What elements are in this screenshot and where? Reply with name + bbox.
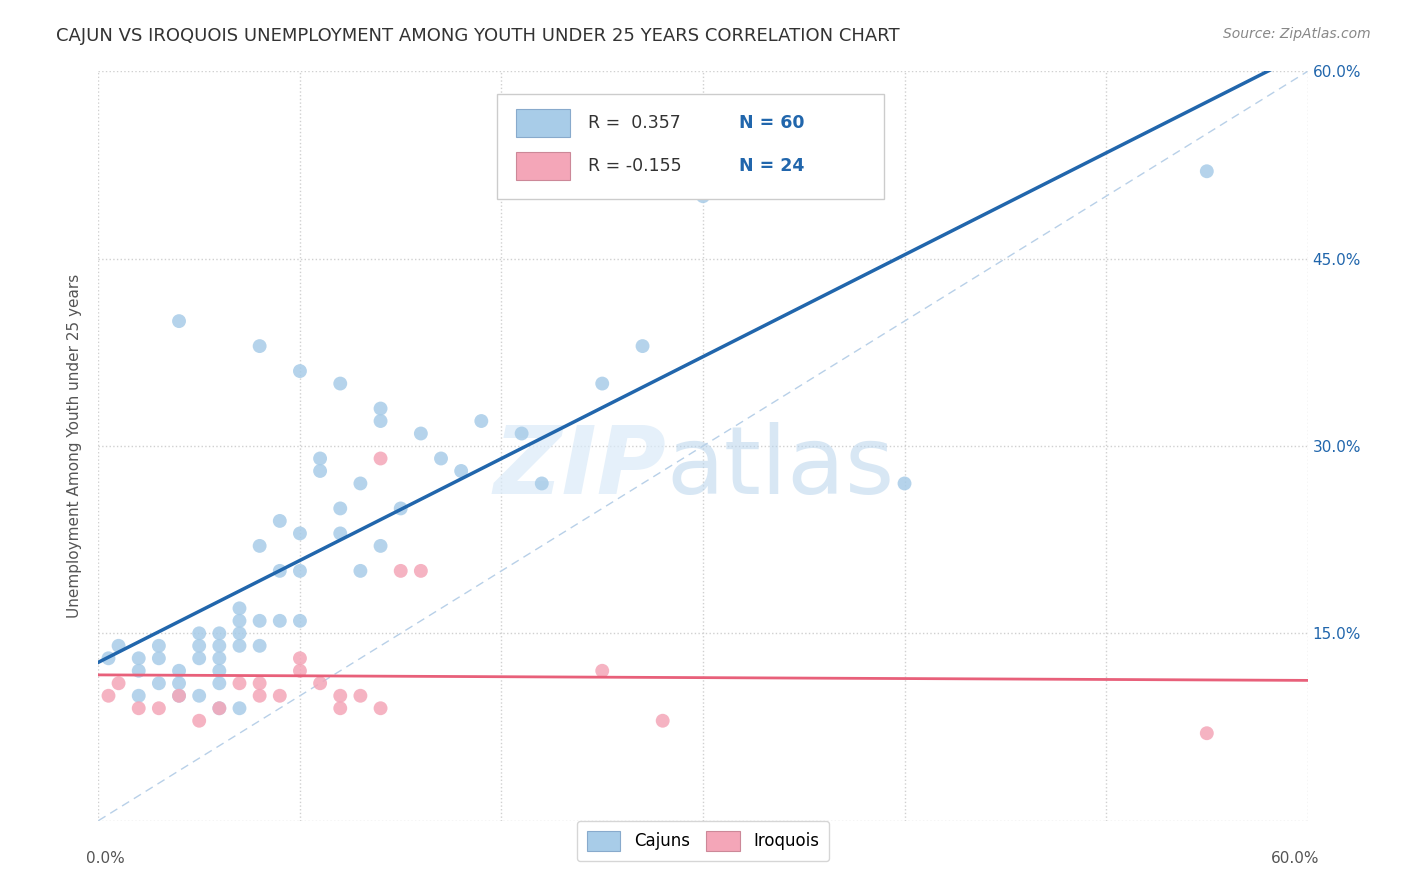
Point bbox=[329, 501, 352, 516]
Point bbox=[631, 339, 654, 353]
Point bbox=[167, 676, 190, 690]
Point bbox=[249, 614, 271, 628]
Point bbox=[148, 701, 170, 715]
Point bbox=[208, 701, 231, 715]
Point bbox=[591, 664, 613, 678]
Point bbox=[188, 714, 211, 728]
Point bbox=[349, 564, 371, 578]
Point bbox=[470, 414, 492, 428]
Point bbox=[188, 689, 211, 703]
Point bbox=[148, 651, 170, 665]
Text: 0.0%: 0.0% bbox=[86, 851, 125, 865]
Point bbox=[370, 401, 392, 416]
Point bbox=[349, 476, 371, 491]
Point bbox=[228, 701, 250, 715]
Point bbox=[370, 414, 392, 428]
Text: CAJUN VS IROQUOIS UNEMPLOYMENT AMONG YOUTH UNDER 25 YEARS CORRELATION CHART: CAJUN VS IROQUOIS UNEMPLOYMENT AMONG YOU… bbox=[56, 27, 900, 45]
Point bbox=[188, 639, 211, 653]
Point bbox=[249, 639, 271, 653]
Point bbox=[208, 626, 231, 640]
Point bbox=[208, 701, 231, 715]
Text: N = 24: N = 24 bbox=[740, 157, 804, 175]
Text: R = -0.155: R = -0.155 bbox=[588, 157, 682, 175]
Point bbox=[288, 614, 311, 628]
Point bbox=[370, 539, 392, 553]
Point bbox=[692, 189, 714, 203]
FancyBboxPatch shape bbox=[516, 109, 569, 137]
Text: ZIP: ZIP bbox=[494, 423, 666, 515]
Point bbox=[228, 626, 250, 640]
Point bbox=[288, 564, 311, 578]
Point bbox=[510, 426, 533, 441]
Point bbox=[128, 664, 150, 678]
Point bbox=[107, 676, 129, 690]
Point bbox=[591, 376, 613, 391]
Point bbox=[269, 564, 291, 578]
Point bbox=[148, 676, 170, 690]
Point bbox=[288, 664, 311, 678]
Point bbox=[329, 376, 352, 391]
Point bbox=[128, 689, 150, 703]
Point bbox=[370, 701, 392, 715]
Point bbox=[430, 451, 453, 466]
FancyBboxPatch shape bbox=[516, 152, 569, 180]
Point bbox=[329, 526, 352, 541]
Point bbox=[370, 451, 392, 466]
Y-axis label: Unemployment Among Youth under 25 years: Unemployment Among Youth under 25 years bbox=[67, 274, 83, 618]
Point bbox=[97, 689, 120, 703]
Point bbox=[208, 639, 231, 653]
Point bbox=[208, 651, 231, 665]
Point bbox=[167, 664, 190, 678]
Point bbox=[249, 689, 271, 703]
Point bbox=[208, 664, 231, 678]
Point bbox=[329, 701, 352, 715]
Point bbox=[128, 701, 150, 715]
Point bbox=[409, 564, 432, 578]
Text: R =  0.357: R = 0.357 bbox=[588, 114, 681, 132]
Point bbox=[148, 639, 170, 653]
Point bbox=[288, 651, 311, 665]
Point bbox=[249, 539, 271, 553]
Point bbox=[107, 639, 129, 653]
Point bbox=[208, 676, 231, 690]
Point bbox=[228, 614, 250, 628]
Point bbox=[651, 714, 673, 728]
Point bbox=[530, 476, 553, 491]
Point bbox=[228, 601, 250, 615]
Text: atlas: atlas bbox=[666, 423, 896, 515]
Point bbox=[249, 676, 271, 690]
Point bbox=[288, 526, 311, 541]
Point bbox=[349, 689, 371, 703]
Point bbox=[389, 564, 412, 578]
Point bbox=[329, 689, 352, 703]
Point bbox=[128, 651, 150, 665]
Legend: Cajuns, Iroquois: Cajuns, Iroquois bbox=[576, 821, 830, 861]
Point bbox=[309, 464, 332, 478]
FancyBboxPatch shape bbox=[498, 94, 884, 199]
Point bbox=[269, 614, 291, 628]
Point bbox=[893, 476, 915, 491]
Point bbox=[167, 314, 190, 328]
Point bbox=[228, 676, 250, 690]
Point bbox=[309, 676, 332, 690]
Point bbox=[167, 689, 190, 703]
Point bbox=[269, 514, 291, 528]
Point bbox=[389, 501, 412, 516]
Point bbox=[288, 364, 311, 378]
Text: N = 60: N = 60 bbox=[740, 114, 804, 132]
Point bbox=[228, 639, 250, 653]
Point bbox=[249, 339, 271, 353]
Point bbox=[409, 426, 432, 441]
Text: Source: ZipAtlas.com: Source: ZipAtlas.com bbox=[1223, 27, 1371, 41]
Point bbox=[1195, 164, 1218, 178]
Point bbox=[450, 464, 472, 478]
Point bbox=[167, 689, 190, 703]
Text: 60.0%: 60.0% bbox=[1271, 851, 1320, 865]
Point bbox=[188, 651, 211, 665]
Point bbox=[97, 651, 120, 665]
Point bbox=[188, 626, 211, 640]
Point bbox=[269, 689, 291, 703]
Point bbox=[309, 451, 332, 466]
Point bbox=[1195, 726, 1218, 740]
